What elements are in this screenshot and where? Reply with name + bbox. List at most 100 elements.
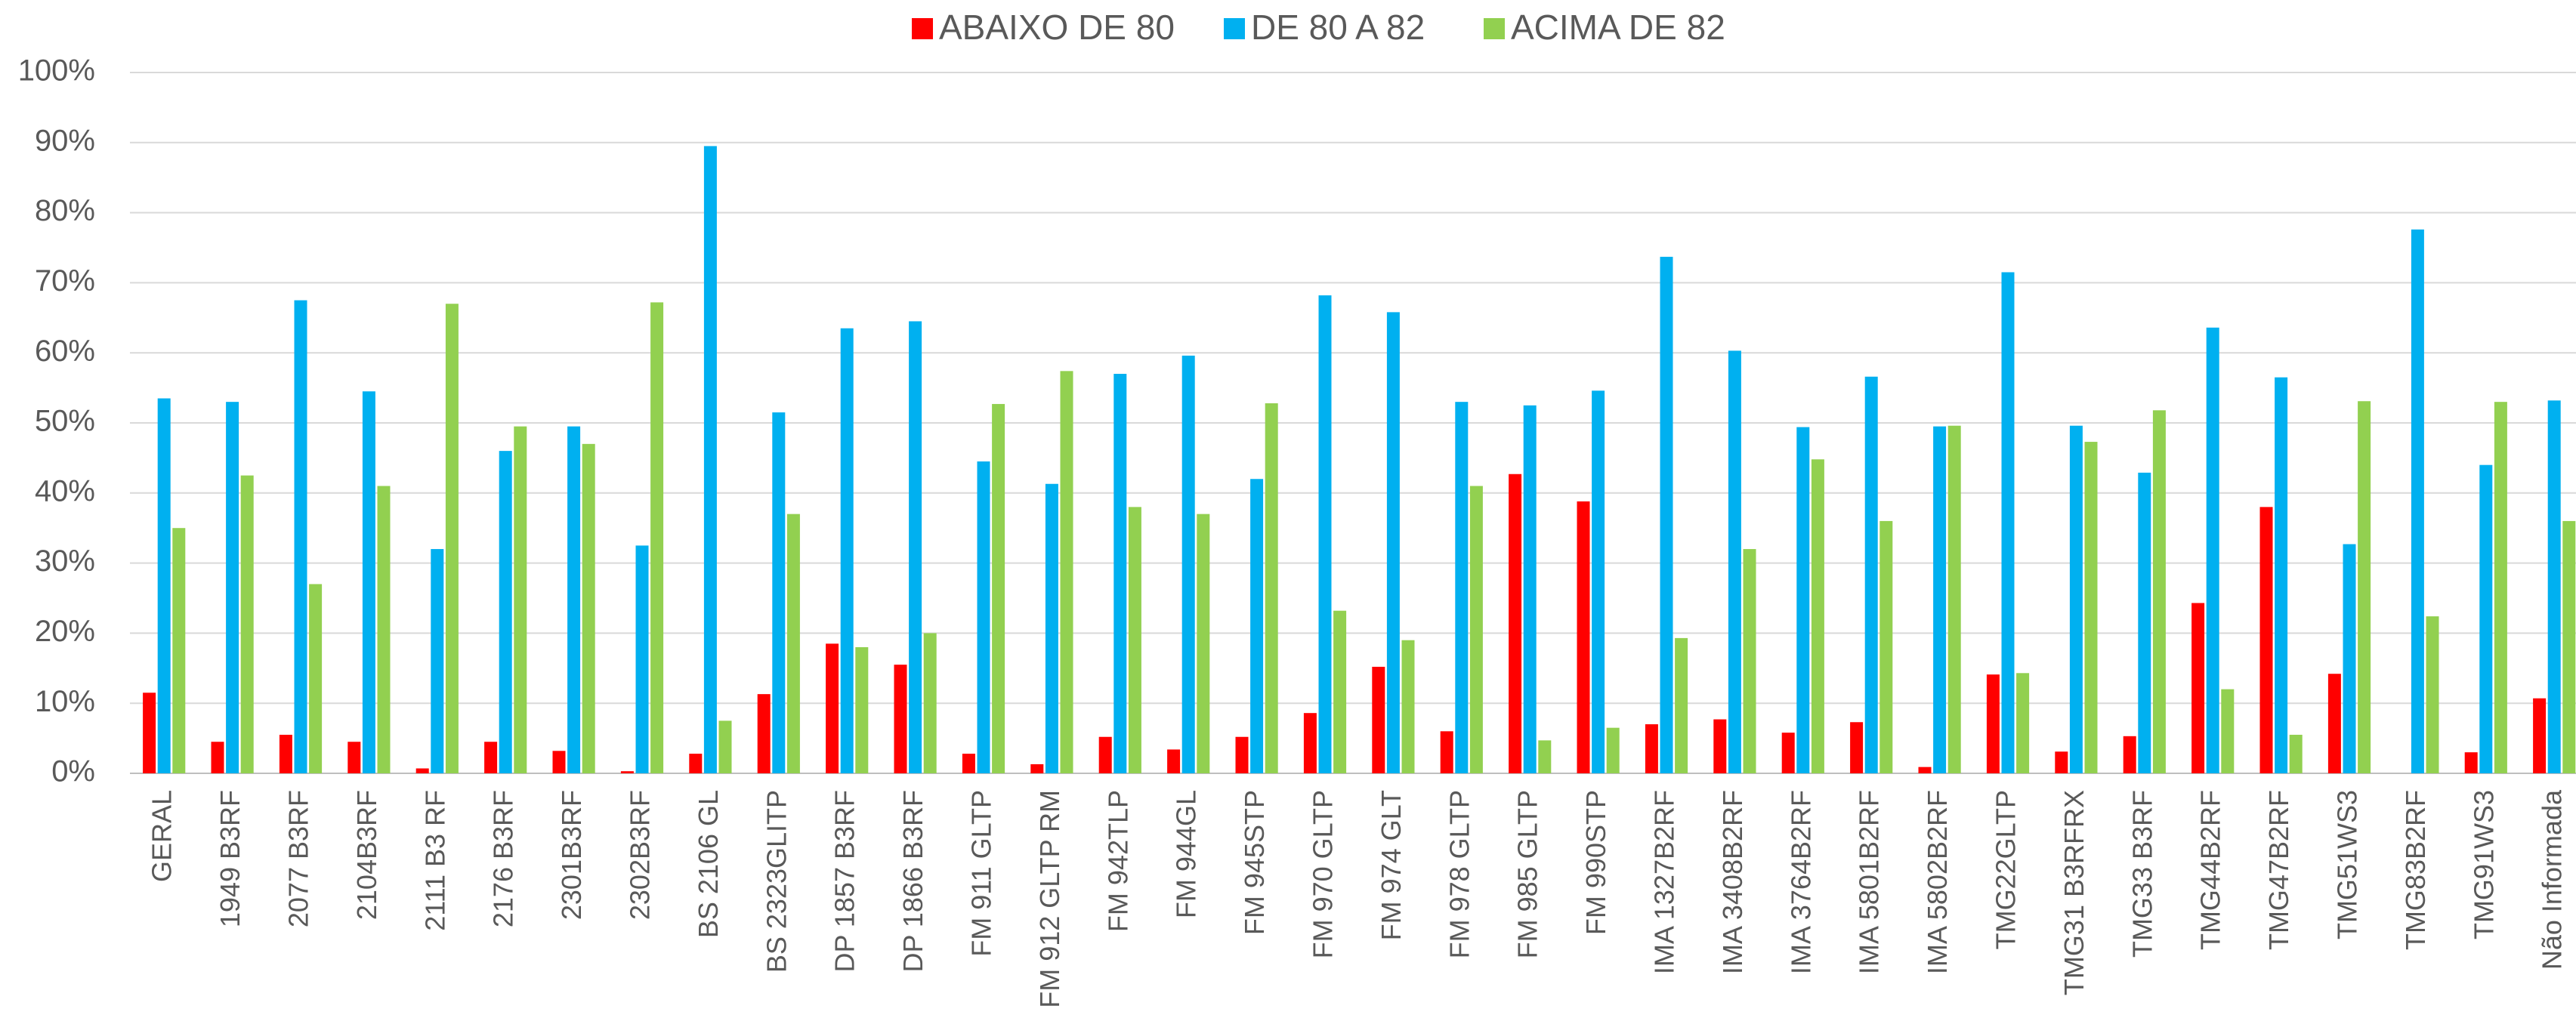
- x-tick-label: 2104B3RF: [351, 790, 382, 920]
- bar: [1181, 355, 1195, 773]
- bar: [2562, 520, 2576, 773]
- x-tick-label: FM 912 GLTP RM: [1034, 790, 1065, 1008]
- x-tick-label: TMG47B2RF: [2263, 790, 2294, 950]
- bar: [1933, 426, 1947, 773]
- x-tick-label: FM 911 GLTP: [966, 790, 997, 957]
- bar: [689, 754, 703, 773]
- bar: [786, 514, 800, 773]
- bar: [1728, 350, 1741, 773]
- bar: [1675, 637, 1688, 773]
- bar: [1850, 722, 1864, 773]
- y-tick-label: 10%: [35, 685, 95, 718]
- bar: [2464, 752, 2478, 773]
- bar: [2084, 442, 2098, 773]
- bar: [484, 742, 498, 773]
- bar: [2533, 698, 2547, 773]
- x-tick-label: DP 1866 B3RF: [897, 790, 928, 972]
- x-tick-label: 1949 B3RF: [215, 790, 246, 927]
- y-tick-label: 40%: [35, 474, 95, 507]
- bar: [2358, 401, 2371, 773]
- bar: [977, 461, 990, 773]
- legend-swatch: [1484, 18, 1505, 39]
- bar: [894, 665, 907, 773]
- bar: [1796, 427, 1810, 773]
- bar: [718, 720, 732, 773]
- y-tick-label: 100%: [18, 54, 95, 88]
- x-tick-label: TMG91WS3: [2468, 790, 2499, 939]
- x-tick-label: IMA 1327B2RF: [1649, 790, 1680, 974]
- bar: [431, 549, 444, 773]
- x-tick-label: 2301B3RF: [556, 790, 587, 920]
- x-tick-label: FM 978 GLTP: [1444, 790, 1475, 958]
- bar: [2327, 674, 2341, 773]
- bar: [240, 475, 254, 773]
- bar: [1469, 486, 1483, 773]
- x-tick-label: BS 2106 GL: [693, 790, 724, 938]
- bar: [923, 633, 937, 773]
- bar: [2479, 464, 2493, 773]
- x-tick-label: IMA 3408B2RF: [1717, 790, 1748, 974]
- x-tick-label: TMG33 B3RF: [2127, 790, 2157, 958]
- bar: [855, 646, 869, 773]
- x-tick-label: 2077 B3RF: [283, 790, 314, 927]
- x-tick-label: BS 2323GLITP: [761, 790, 792, 973]
- x-tick-label: 2176 B3RF: [488, 790, 519, 927]
- x-tick-label: FM 970 GLTP: [1308, 790, 1339, 958]
- bar: [1523, 405, 1537, 773]
- bar: [1303, 713, 1317, 773]
- bar: [309, 584, 323, 773]
- bar: [1440, 731, 1453, 773]
- bar: [567, 426, 581, 773]
- bar: [1250, 479, 1264, 773]
- bar: [2069, 425, 2083, 773]
- bar: [279, 734, 292, 773]
- bar: [377, 486, 391, 773]
- y-tick-label: 30%: [35, 544, 95, 578]
- x-tick-label: DP 1857 B3RF: [829, 790, 860, 972]
- bar: [840, 328, 854, 774]
- bar: [1197, 514, 1210, 773]
- bar: [415, 768, 429, 773]
- bar: [2123, 736, 2136, 773]
- x-tick-label: 2111 B3 RF: [419, 790, 450, 931]
- bar: [1333, 610, 1347, 773]
- bar: [2259, 507, 2273, 773]
- bar: [2221, 689, 2235, 773]
- bar: [757, 694, 771, 773]
- bar: [2191, 603, 2205, 773]
- x-tick-label: TMG31 B3RFRX: [2059, 790, 2090, 995]
- y-tick-label: 0%: [51, 755, 95, 788]
- bar: [1235, 736, 1249, 773]
- bar: [1986, 674, 2000, 773]
- bar: [2426, 616, 2439, 773]
- bar: [2289, 734, 2303, 773]
- bar: [1592, 390, 1605, 773]
- bar: [620, 771, 634, 773]
- bar: [294, 300, 307, 774]
- x-tick-label: 2302B3RF: [625, 790, 656, 920]
- legend-label: ACIMA DE 82: [1511, 8, 1725, 47]
- bar: [1401, 640, 1415, 773]
- bar: [1811, 459, 1824, 773]
- x-tick-label: FM 990STP: [1580, 790, 1611, 935]
- bar: [582, 443, 595, 773]
- legend-label: ABAIXO DE 80: [939, 8, 1175, 47]
- bar: [2138, 472, 2151, 773]
- bar: [1645, 724, 1658, 773]
- x-tick-label: IMA 5801B2RF: [1854, 790, 1885, 974]
- bar: [2016, 673, 2030, 773]
- bar: [1060, 371, 1073, 773]
- bar: [2343, 544, 2356, 773]
- bar: [1947, 425, 1961, 773]
- bar: [1918, 767, 1932, 773]
- bar: [992, 403, 1005, 773]
- x-tick-label: IMA 5802B2RF: [1922, 790, 1953, 974]
- bar: [962, 754, 975, 773]
- bar: [1660, 257, 1673, 774]
- y-tick-label: 90%: [35, 124, 95, 157]
- bar: [445, 304, 459, 773]
- bar: [2494, 402, 2507, 773]
- bar: [143, 693, 156, 773]
